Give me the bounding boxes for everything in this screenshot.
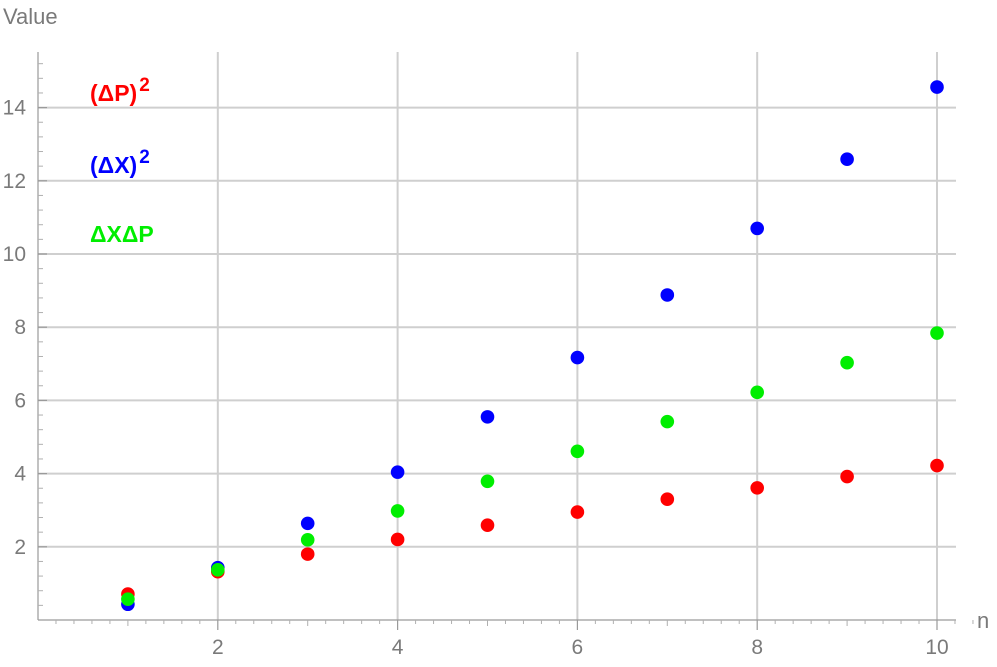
data-point xyxy=(300,516,315,531)
y-tick-label: 14 xyxy=(3,97,27,120)
x-axis-title: n xyxy=(977,608,989,633)
y-tick-label: 4 xyxy=(14,463,26,486)
data-point xyxy=(750,385,764,400)
data-point xyxy=(390,504,405,518)
data-point xyxy=(480,474,495,489)
grid xyxy=(38,52,956,620)
y-tick-label: 8 xyxy=(14,316,26,339)
series-0 xyxy=(121,458,944,601)
legend-label: ΔXΔP xyxy=(90,221,154,247)
y-tick-label: 10 xyxy=(3,243,26,266)
x-tick-label: 8 xyxy=(751,636,763,659)
data-point xyxy=(300,533,315,547)
legend-label: (ΔX) xyxy=(90,152,137,178)
x-tick-label: 4 xyxy=(392,636,404,659)
data-point xyxy=(211,563,225,577)
data-point xyxy=(660,492,675,507)
series-2 xyxy=(121,326,944,606)
y-tick-label: 12 xyxy=(3,170,26,193)
data-point xyxy=(750,221,764,236)
series-1 xyxy=(121,80,944,612)
data-point xyxy=(840,469,854,484)
data-point xyxy=(121,592,135,606)
data-point xyxy=(840,152,854,167)
legend-entry: (ΔX) 2 xyxy=(90,147,150,178)
data-point xyxy=(390,532,405,547)
data-point xyxy=(660,414,675,429)
legend-entry: (ΔP) 2 xyxy=(90,75,150,106)
x-tick-label: 2 xyxy=(212,636,224,659)
data-point xyxy=(930,80,944,94)
x-tick-label: 10 xyxy=(925,636,948,659)
y-tick-label: 2 xyxy=(14,536,26,559)
x-tick-label: 6 xyxy=(572,636,584,659)
data-point xyxy=(480,518,495,533)
legend-entry: ΔXΔP xyxy=(90,221,154,247)
legend-superscript: 2 xyxy=(139,147,150,168)
data-point xyxy=(660,288,675,302)
legend-superscript: 2 xyxy=(139,75,150,96)
y-tick-label: 6 xyxy=(14,389,26,412)
y-axis-title: Value xyxy=(3,4,58,29)
data-point xyxy=(390,465,405,479)
data-point xyxy=(300,547,315,561)
axes xyxy=(37,52,956,621)
data-point xyxy=(750,481,764,495)
ticks: 2 4 6 8 10 2 4 6 8 10 12 14 xyxy=(3,63,974,659)
data-point xyxy=(480,410,495,424)
data-point xyxy=(570,350,585,365)
data-point xyxy=(570,444,585,459)
data-points xyxy=(121,80,944,612)
data-point xyxy=(840,355,854,370)
data-point xyxy=(930,326,944,340)
legend-label: (ΔP) xyxy=(90,80,137,106)
data-point xyxy=(570,505,585,519)
data-point xyxy=(930,458,944,473)
